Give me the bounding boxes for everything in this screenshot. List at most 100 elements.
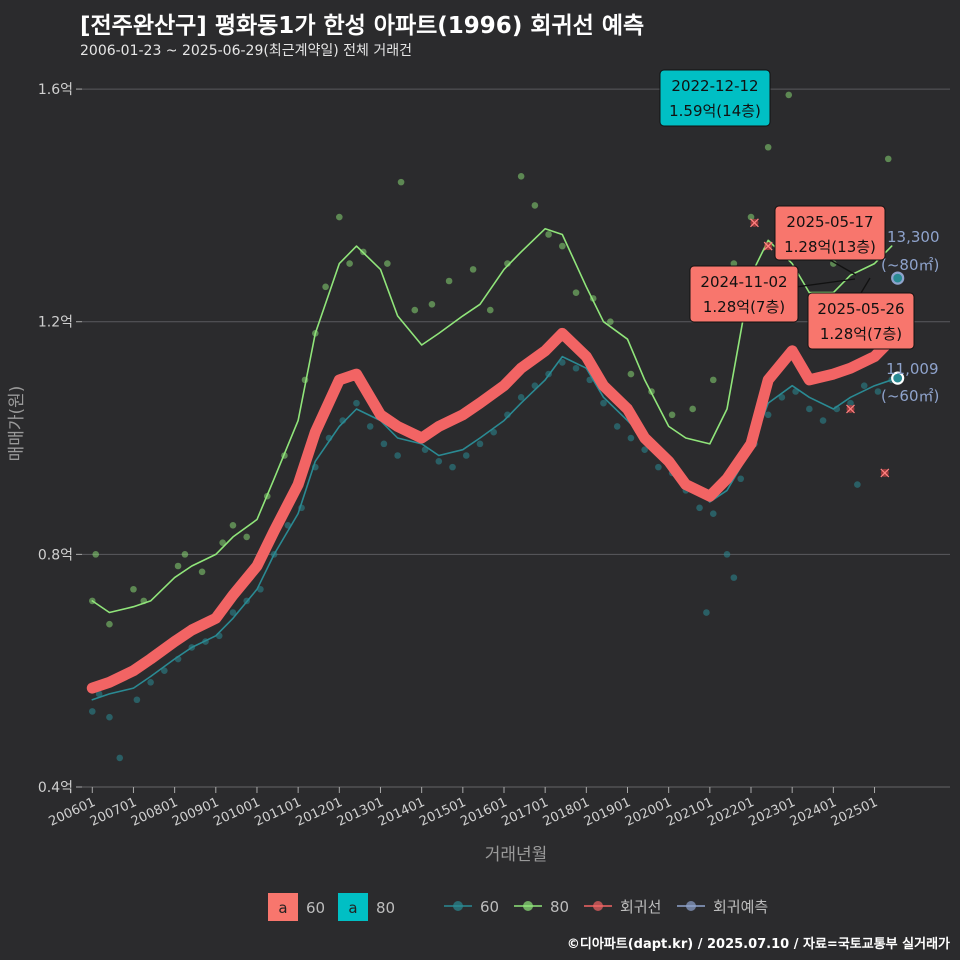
callout-price: 1.28억(7층) [703,298,785,316]
scatter-point-80 [243,533,250,541]
callout-box [689,265,799,323]
scatter-point-80 [607,318,614,326]
scatter-point-60 [730,574,738,581]
x-tick-label: 201401 [376,795,427,830]
scatter-point-80 [747,213,755,221]
scatter-point-60 [737,475,745,483]
x-tick-label: 201801 [541,795,592,830]
forecast-value-80: 13,300 [887,228,940,246]
x-tick-label: 202501 [829,795,880,830]
legend-label: 회귀예측 [713,898,768,916]
callout-date: 2022-12-12 [671,77,758,95]
legend-key-label [268,893,298,921]
scatter-point-80 [346,260,353,267]
legend-key-point [453,901,463,911]
outlier-cross [749,218,759,228]
scatter-point-60 [723,551,731,558]
legend-key-glyph: a [348,899,357,917]
legend-label: 60 [306,899,325,917]
x-tick-label: 201301 [335,795,386,830]
callout-price: 1.59억(14층) [669,102,761,120]
scatter-point-60 [490,428,497,436]
callout-leader [829,259,857,276]
scatter-point-80 [219,539,226,547]
scatter-point-60 [613,423,621,430]
callout-date: 2025-05-26 [817,300,904,318]
x-tick-label: 202201 [705,795,756,830]
legend-label: 60 [480,898,499,916]
x-tick-label: 202301 [747,795,798,830]
scatter-point-80 [322,283,329,291]
scatter-point-80 [469,266,477,273]
scatter-point-60 [257,585,264,593]
legend-key-point [523,901,533,911]
callout-date: 2024-11-02 [700,273,787,291]
outlier-cross [846,404,855,414]
scatter-point-60 [806,405,813,413]
x-tick-label: 200901 [170,795,221,830]
scatter-point-60 [517,394,525,401]
scatter-point-60 [641,446,648,453]
callout-box [774,205,886,261]
scatter-point-80 [384,260,391,267]
scatter-point-60 [106,713,113,721]
scatter-point-80 [229,521,237,529]
outlier-cross [880,468,890,478]
scatter-point-60 [147,679,154,686]
legend-key-point [686,901,696,911]
scatter-point-80 [884,155,892,163]
callout-date: 2025-05-17 [786,213,873,231]
forecast-point [891,271,905,285]
callout-box [807,292,915,350]
scatter-point-60 [559,359,566,366]
callout-price: 1.28억(13층) [784,238,876,256]
scatter-point-60 [88,708,96,715]
x-tick-label: 201101 [253,795,304,830]
scatter-point-60 [366,423,374,430]
scatter-point-80 [730,260,738,267]
x-tick-label: 201701 [500,795,551,830]
scatter-point-80 [130,585,137,593]
y-tick-label: 1.2억 [38,315,73,331]
scatter-point-80 [830,260,837,267]
scatter-point-60 [709,510,717,517]
chart-title: [전주완산구] 평화동1가 한성 아파트(1996) 회귀선 예측 [80,13,645,39]
source-caption: ©디아파트(dapt.kr) / 2025.07.10 / 자료=국토교통부 실… [566,937,950,952]
y-axis-title: 매매가(원) [7,386,27,462]
scatter-point-80 [559,242,566,250]
legend-label: 회귀선 [620,898,661,916]
scatter-point-60 [600,399,607,407]
outlier-cross [763,241,773,251]
y-tick-label: 0.8억 [38,547,73,563]
scatter-point-80 [668,411,676,419]
scatter-point-60 [860,382,868,389]
scatter-point-60 [764,411,772,419]
x-tick-label: 200701 [88,795,139,830]
scatter-point-80 [397,178,405,186]
forecast-point [891,371,905,385]
scatter-point-80 [92,551,100,558]
scatter-point-60 [95,690,103,698]
forecast-area-80: (~80㎡) [881,256,939,274]
x-tick-label: 202401 [788,795,839,830]
scatter-point-60 [116,754,124,762]
scatter-point-80 [785,91,793,99]
forecast-value-60: 11,009 [886,360,939,378]
legend-key-point [593,901,603,911]
series-line-60 [91,355,893,701]
scatter-point-80 [336,213,343,221]
x-tick-label: 201501 [417,795,468,830]
legend-label: 80 [376,899,395,917]
scatter-point-60 [847,399,854,407]
callout-price: 1.28억(7층) [820,325,902,343]
callout-box [659,69,771,127]
x-axis-title: 거래년월 [485,845,548,865]
scatter-point-60 [655,463,662,471]
scatter-point-80 [181,551,189,558]
x-tick-label: 201601 [458,795,509,830]
scatter-point-60 [394,452,401,459]
scatter-point-80 [572,289,580,296]
y-tick-label: 1.6억 [38,82,73,98]
scatter-point-60 [380,440,388,448]
